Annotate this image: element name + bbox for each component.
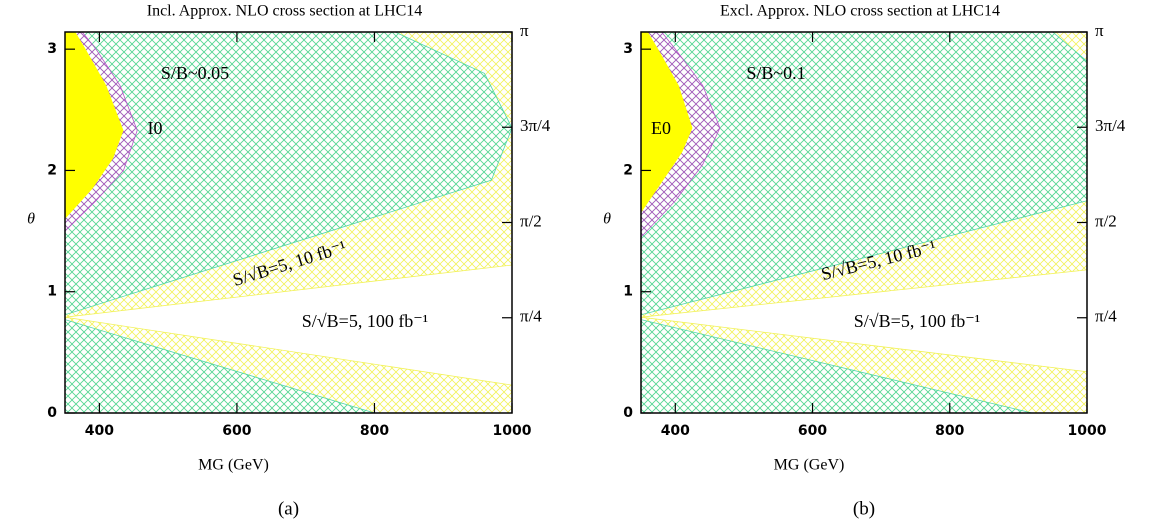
x-tick-label: 400 [85,423,114,439]
region-label: S/√B=5, 100 fb⁻¹ [854,311,980,331]
y2-tick-label: 3π/4 [1095,116,1126,135]
y2-tick-label: π [1095,21,1104,40]
y2-tick-label: π/4 [520,307,542,326]
y-tick-label: 0 [47,405,57,421]
y2-tick-label: π [520,21,529,40]
plot-area [641,32,1087,413]
y2-tick-label: π/4 [1095,307,1117,326]
y-axis-label: θ [27,211,35,228]
x-tick-label: 400 [661,423,690,439]
x-tick-label: 600 [222,423,251,439]
plot-area [65,32,512,413]
caption: (b) [853,498,875,519]
x-tick-label: 800 [935,423,964,439]
region-label: S/B~0.1 [746,63,805,83]
y2-tick-label: 3π/4 [520,116,551,135]
x-tick-label: 800 [360,423,389,439]
chart-title: Excl. Approx. NLO cross section at LHC14 [720,3,1000,20]
y-tick-label: 2 [47,162,57,178]
y2-tick-label: π/2 [520,211,542,230]
y-axis-label: θ [603,211,611,228]
caption: (a) [278,498,299,519]
x-tick-label: 1000 [1068,423,1107,439]
region-label: I0 [148,118,163,138]
x-axis-label: MG (GeV) [198,457,269,474]
region-label: E0 [651,118,671,138]
region-label: S/√B=5, 100 fb⁻¹ [302,311,428,331]
x-tick-label: 600 [798,423,827,439]
y-tick-label: 3 [47,41,57,57]
region [641,32,693,213]
region-label: S/B~0.05 [161,63,229,83]
y-tick-label: 0 [623,405,633,421]
region [641,32,1087,413]
y-tick-label: 1 [47,284,57,300]
y-tick-label: 3 [623,41,633,57]
region [65,32,512,413]
y2-tick-label: π/2 [1095,211,1117,230]
chart-title: Incl. Approx. NLO cross section at LHC14 [147,3,423,20]
region [65,32,124,219]
y-tick-label: 1 [623,284,633,300]
x-tick-label: 1000 [493,423,532,439]
x-axis-label: MG (GeV) [774,457,845,474]
y-tick-label: 2 [623,162,633,178]
